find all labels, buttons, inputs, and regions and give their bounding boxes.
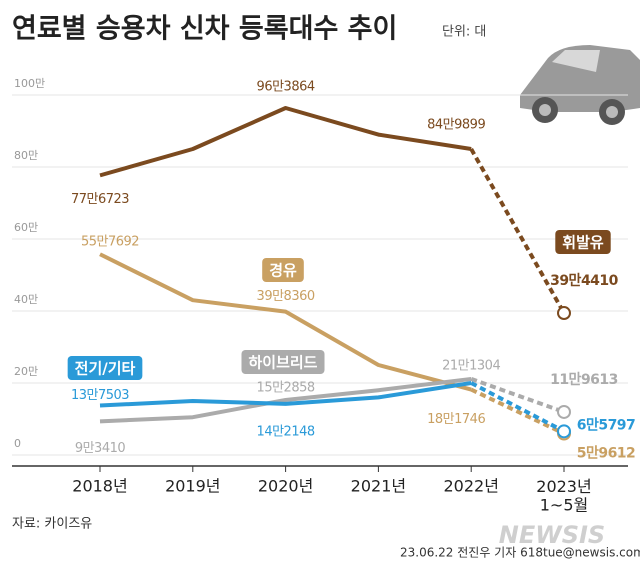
value-label: 55만7692 [81,235,139,250]
value-label: 39만4410 [550,273,619,289]
value-label: 13만7503 [71,388,129,403]
legend-label: 하이브리드 [248,354,317,372]
y-tick-label: 100만 [14,77,45,90]
legend-label: 전기/기타 [75,360,136,378]
series-label-box [67,356,143,380]
series-line-partial [470,381,565,434]
legend-label: 휘발유 [562,234,604,252]
x-tick-label: 2020년 [258,477,313,496]
y-tick-label: 20만 [14,365,38,378]
unit-label: 단위: 대 [442,25,486,40]
series-line [99,252,472,392]
value-label: 14만2148 [257,424,315,439]
point [557,306,571,321]
value-label: 11만9613 [550,372,618,388]
x-tick-label: 2022년 [443,477,498,496]
y-tick-label: 0 [14,437,21,450]
series-label: 경유 [262,258,304,282]
watermark: NEWSIS [499,521,605,549]
series-line-partial [470,387,565,436]
x-tick-label: 2018년 [72,477,127,496]
y-tick-label: 80만 [14,149,38,162]
value-label: 9만3410 [75,441,126,456]
series-line-partial [470,377,565,414]
source: 자료: 카이즈유 [12,517,92,532]
y-tick-label: 40만 [14,293,38,306]
series-line [99,106,472,178]
series-line-partial [469,148,566,314]
series-label-box [241,350,325,374]
chart-title: 연료별 승용차 신차 등록대수 추이 [12,14,397,45]
series-label: 하이브리드 [241,350,325,374]
y-tick-label: 60만 [14,221,38,234]
x-tick-label: 2023년 1~5월 [536,477,591,514]
credit: 23.06.22 전진우 기자 618tue@newsis.com [400,546,640,560]
series-label-box [555,230,611,254]
series-label: 전기/기타 [67,356,143,380]
series-label-box [262,258,304,282]
value-label: 5만9612 [577,446,636,462]
point [557,424,571,439]
x-tick-label: 2021년 [351,477,406,496]
series-label: 휘발유 [555,230,611,254]
value-label: 77만6723 [71,192,129,207]
value-label: 6만5797 [577,417,636,433]
legend-label: 경유 [269,262,297,280]
value-label: 18만1746 [427,412,485,427]
value-label: 21만1304 [442,358,500,373]
value-label: 39만8360 [257,289,315,304]
point [557,404,571,419]
x-tick-label: 2019년 [165,477,220,496]
series-line [99,376,472,424]
value-label: 96만3864 [257,80,315,95]
series-line [99,381,472,408]
value-label: 15만2858 [257,380,315,395]
value-label: 84만9899 [427,118,485,133]
